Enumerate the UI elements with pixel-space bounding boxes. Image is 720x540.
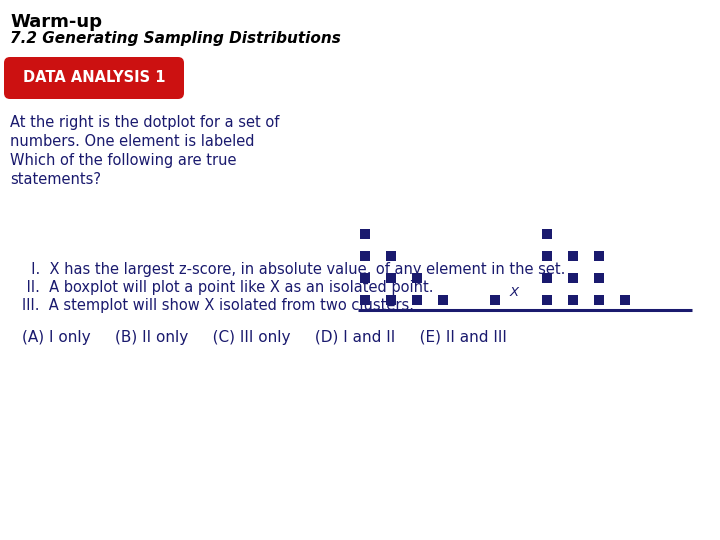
Text: 7.2 Generating Sampling Distributions: 7.2 Generating Sampling Distributions [10, 31, 341, 46]
Point [593, 252, 605, 260]
Point [541, 252, 553, 260]
Point [593, 274, 605, 282]
Point [437, 296, 449, 305]
Point [567, 296, 579, 305]
Point [541, 230, 553, 238]
Point [567, 274, 579, 282]
Point [359, 296, 371, 305]
Text: statements?: statements? [10, 172, 101, 187]
Point [541, 274, 553, 282]
Point [385, 274, 397, 282]
Text: I.  X has the largest z-score, in absolute value, of any element in the set.: I. X has the largest z-score, in absolut… [22, 262, 565, 277]
Point [411, 274, 423, 282]
Point [490, 296, 501, 305]
Point [567, 252, 579, 260]
Point [593, 296, 605, 305]
Point [359, 230, 371, 238]
Text: DATA ANALYSIS 1: DATA ANALYSIS 1 [23, 71, 166, 85]
Text: III.  A stemplot will show X isolated from two clusters.: III. A stemplot will show X isolated fro… [22, 298, 414, 313]
Point [385, 252, 397, 260]
Text: numbers. One element is labeled: numbers. One element is labeled [10, 134, 259, 149]
Text: Which of the following are true: Which of the following are true [10, 153, 236, 168]
Point [385, 296, 397, 305]
Text: II.  A boxplot will plot a point like X as an isolated point.: II. A boxplot will plot a point like X a… [22, 280, 433, 295]
Text: (A) I only     (B) II only     (C) III only     (D) I and II     (E) II and III: (A) I only (B) II only (C) III only (D) … [22, 330, 507, 345]
Point [411, 296, 423, 305]
Point [619, 296, 631, 305]
Text: At the right is the dotplot for a set of: At the right is the dotplot for a set of [10, 115, 279, 130]
Text: $\mathit{X}$: $\mathit{X}$ [509, 286, 521, 299]
Point [541, 296, 553, 305]
Point [359, 274, 371, 282]
Point [359, 252, 371, 260]
Text: Warm-up: Warm-up [10, 13, 102, 31]
FancyBboxPatch shape [4, 57, 184, 99]
